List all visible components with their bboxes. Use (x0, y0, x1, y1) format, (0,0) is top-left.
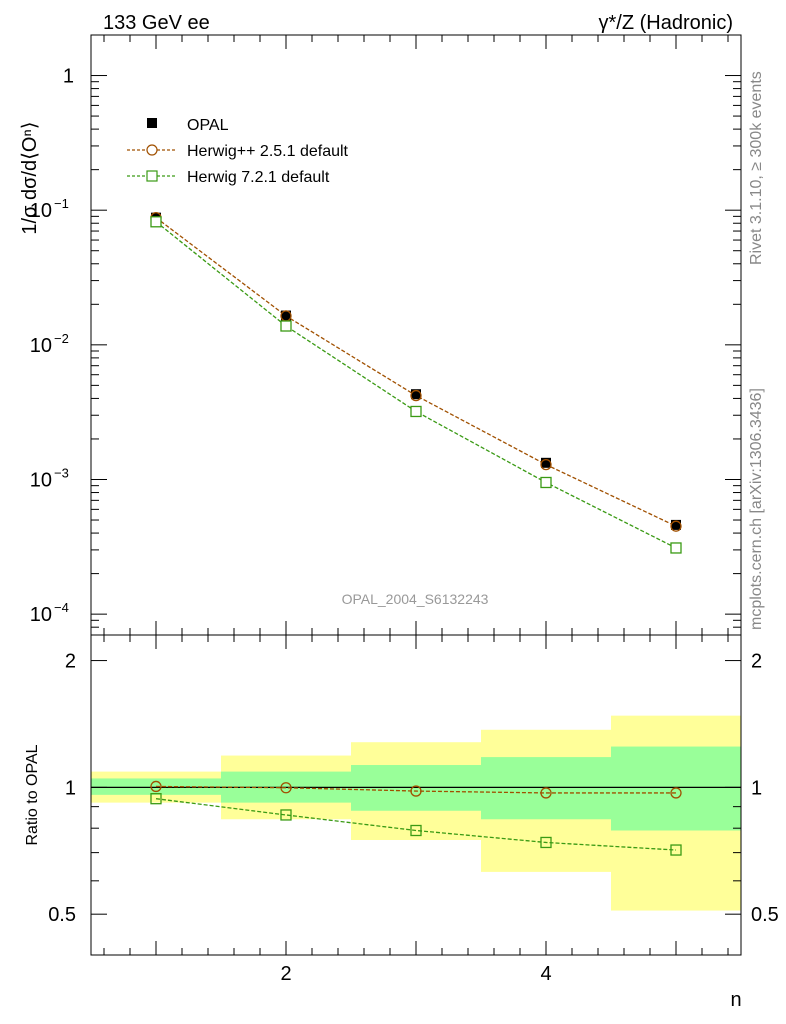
legend-label-herwig7: Herwig 7.2.1 default (187, 169, 330, 186)
y-tick-label-exponent: −3 (54, 465, 69, 480)
ratio-plot-panel: 0.5 0.5 1 1 2 2 2 4 Ratio to OPAL n (24, 634, 779, 1011)
ratio-line-herwigpp (155, 785, 676, 794)
ratio-point-herwigpp (150, 780, 162, 793)
y-tick-label-exponent: −2 (54, 331, 69, 346)
data-point-herwig7 (410, 405, 422, 418)
y-tick-label: 1 (63, 66, 74, 88)
mcplots-label: mcplots.cern.ch [arXiv:1306.3436] (748, 388, 765, 630)
data-point-herwig7 (280, 320, 292, 332)
ratio-y-tick-label-left: 1 (65, 777, 76, 799)
main-plot-content (150, 212, 682, 554)
ratio-line-herwig7 (155, 798, 677, 851)
data-point-opal (671, 519, 681, 530)
ratio-point-herwigpp (670, 787, 682, 799)
legend-marker-opal (147, 118, 157, 128)
ratio-y-tick-label-left: 2 (65, 651, 76, 673)
data-point-herwigpp (410, 389, 422, 402)
data-point-herwig7 (150, 216, 162, 228)
ratio-y-tick-label-right: 1 (751, 777, 762, 799)
ratio-y-axis-label: Ratio to OPAL (24, 744, 41, 845)
legend: OPAL Herwig++ 2.5.1 default Herwig 7.2.1… (127, 117, 349, 186)
data-point-herwig7 (670, 542, 682, 554)
x-tick-label: 2 (280, 963, 291, 985)
ratio-y-tick-label-left: 0.5 (48, 904, 76, 926)
main-axis-ticks: 110−110−210−310−4 (30, 34, 741, 636)
y-tick-label: 10 (30, 604, 52, 626)
legend-entry-herwigpp: Herwig++ 2.5.1 default (127, 143, 349, 160)
y-tick-label: 10 (30, 335, 52, 357)
series-line-herwigpp (155, 217, 677, 527)
series-line-herwig7 (155, 221, 677, 549)
y-tick-label-exponent: −4 (54, 600, 69, 615)
ratio-point-herwigpp (280, 782, 292, 794)
data-point-opal (281, 310, 291, 321)
ratio-point-herwig7 (150, 793, 162, 805)
legend-entry-herwig7: Herwig 7.2.1 default (127, 169, 330, 186)
legend-label-opal: OPAL (187, 117, 229, 134)
data-point-herwig7 (540, 476, 552, 489)
header-left-title: 133 GeV ee (103, 12, 210, 34)
ratio-y-tick-label-right: 0.5 (751, 904, 779, 926)
y-tick-label: 10 (30, 200, 52, 222)
legend-entry-opal: OPAL (147, 117, 229, 134)
ratio-y-tick-label-right: 2 (751, 651, 762, 673)
analysis-watermark: OPAL_2004_S6132243 (342, 591, 489, 607)
header-right-title: γ*/Z (Hadronic) (599, 12, 733, 34)
ratio-point-herwig7 (410, 824, 422, 837)
main-plot-panel: 110−110−210−310−4 OPAL_2004_S6132243 1/σ… (19, 34, 742, 636)
y-tick-label-exponent: −1 (54, 196, 69, 211)
x-tick-label: 4 (540, 963, 551, 985)
legend-label-herwigpp: Herwig++ 2.5.1 default (187, 143, 349, 160)
main-y-axis-label: 1/σ dσ/d⟨Oⁿ⟩ (19, 121, 41, 234)
ratio-point-herwig7 (670, 844, 682, 856)
rivet-label: Rivet 3.1.10, ≥ 300k events (748, 71, 765, 265)
ratio-point-herwigpp (540, 787, 552, 799)
ratio-point-herwig7 (540, 836, 552, 849)
legend-marker-herwig7 (146, 170, 158, 182)
legend-marker-herwigpp (146, 144, 158, 156)
data-point-opal (411, 389, 421, 400)
data-point-herwigpp (540, 458, 552, 471)
ratio-point-herwig7 (280, 809, 292, 821)
y-tick-label: 10 (30, 469, 52, 491)
ratio-point-herwigpp (410, 785, 422, 797)
data-point-herwigpp (670, 520, 682, 532)
data-point-opal (541, 457, 551, 468)
ratio-axis-ticks: 0.5 0.5 1 1 2 2 2 4 (48, 635, 779, 985)
ratio-plot-content (91, 715, 741, 911)
x-axis-label: n (730, 989, 741, 1011)
